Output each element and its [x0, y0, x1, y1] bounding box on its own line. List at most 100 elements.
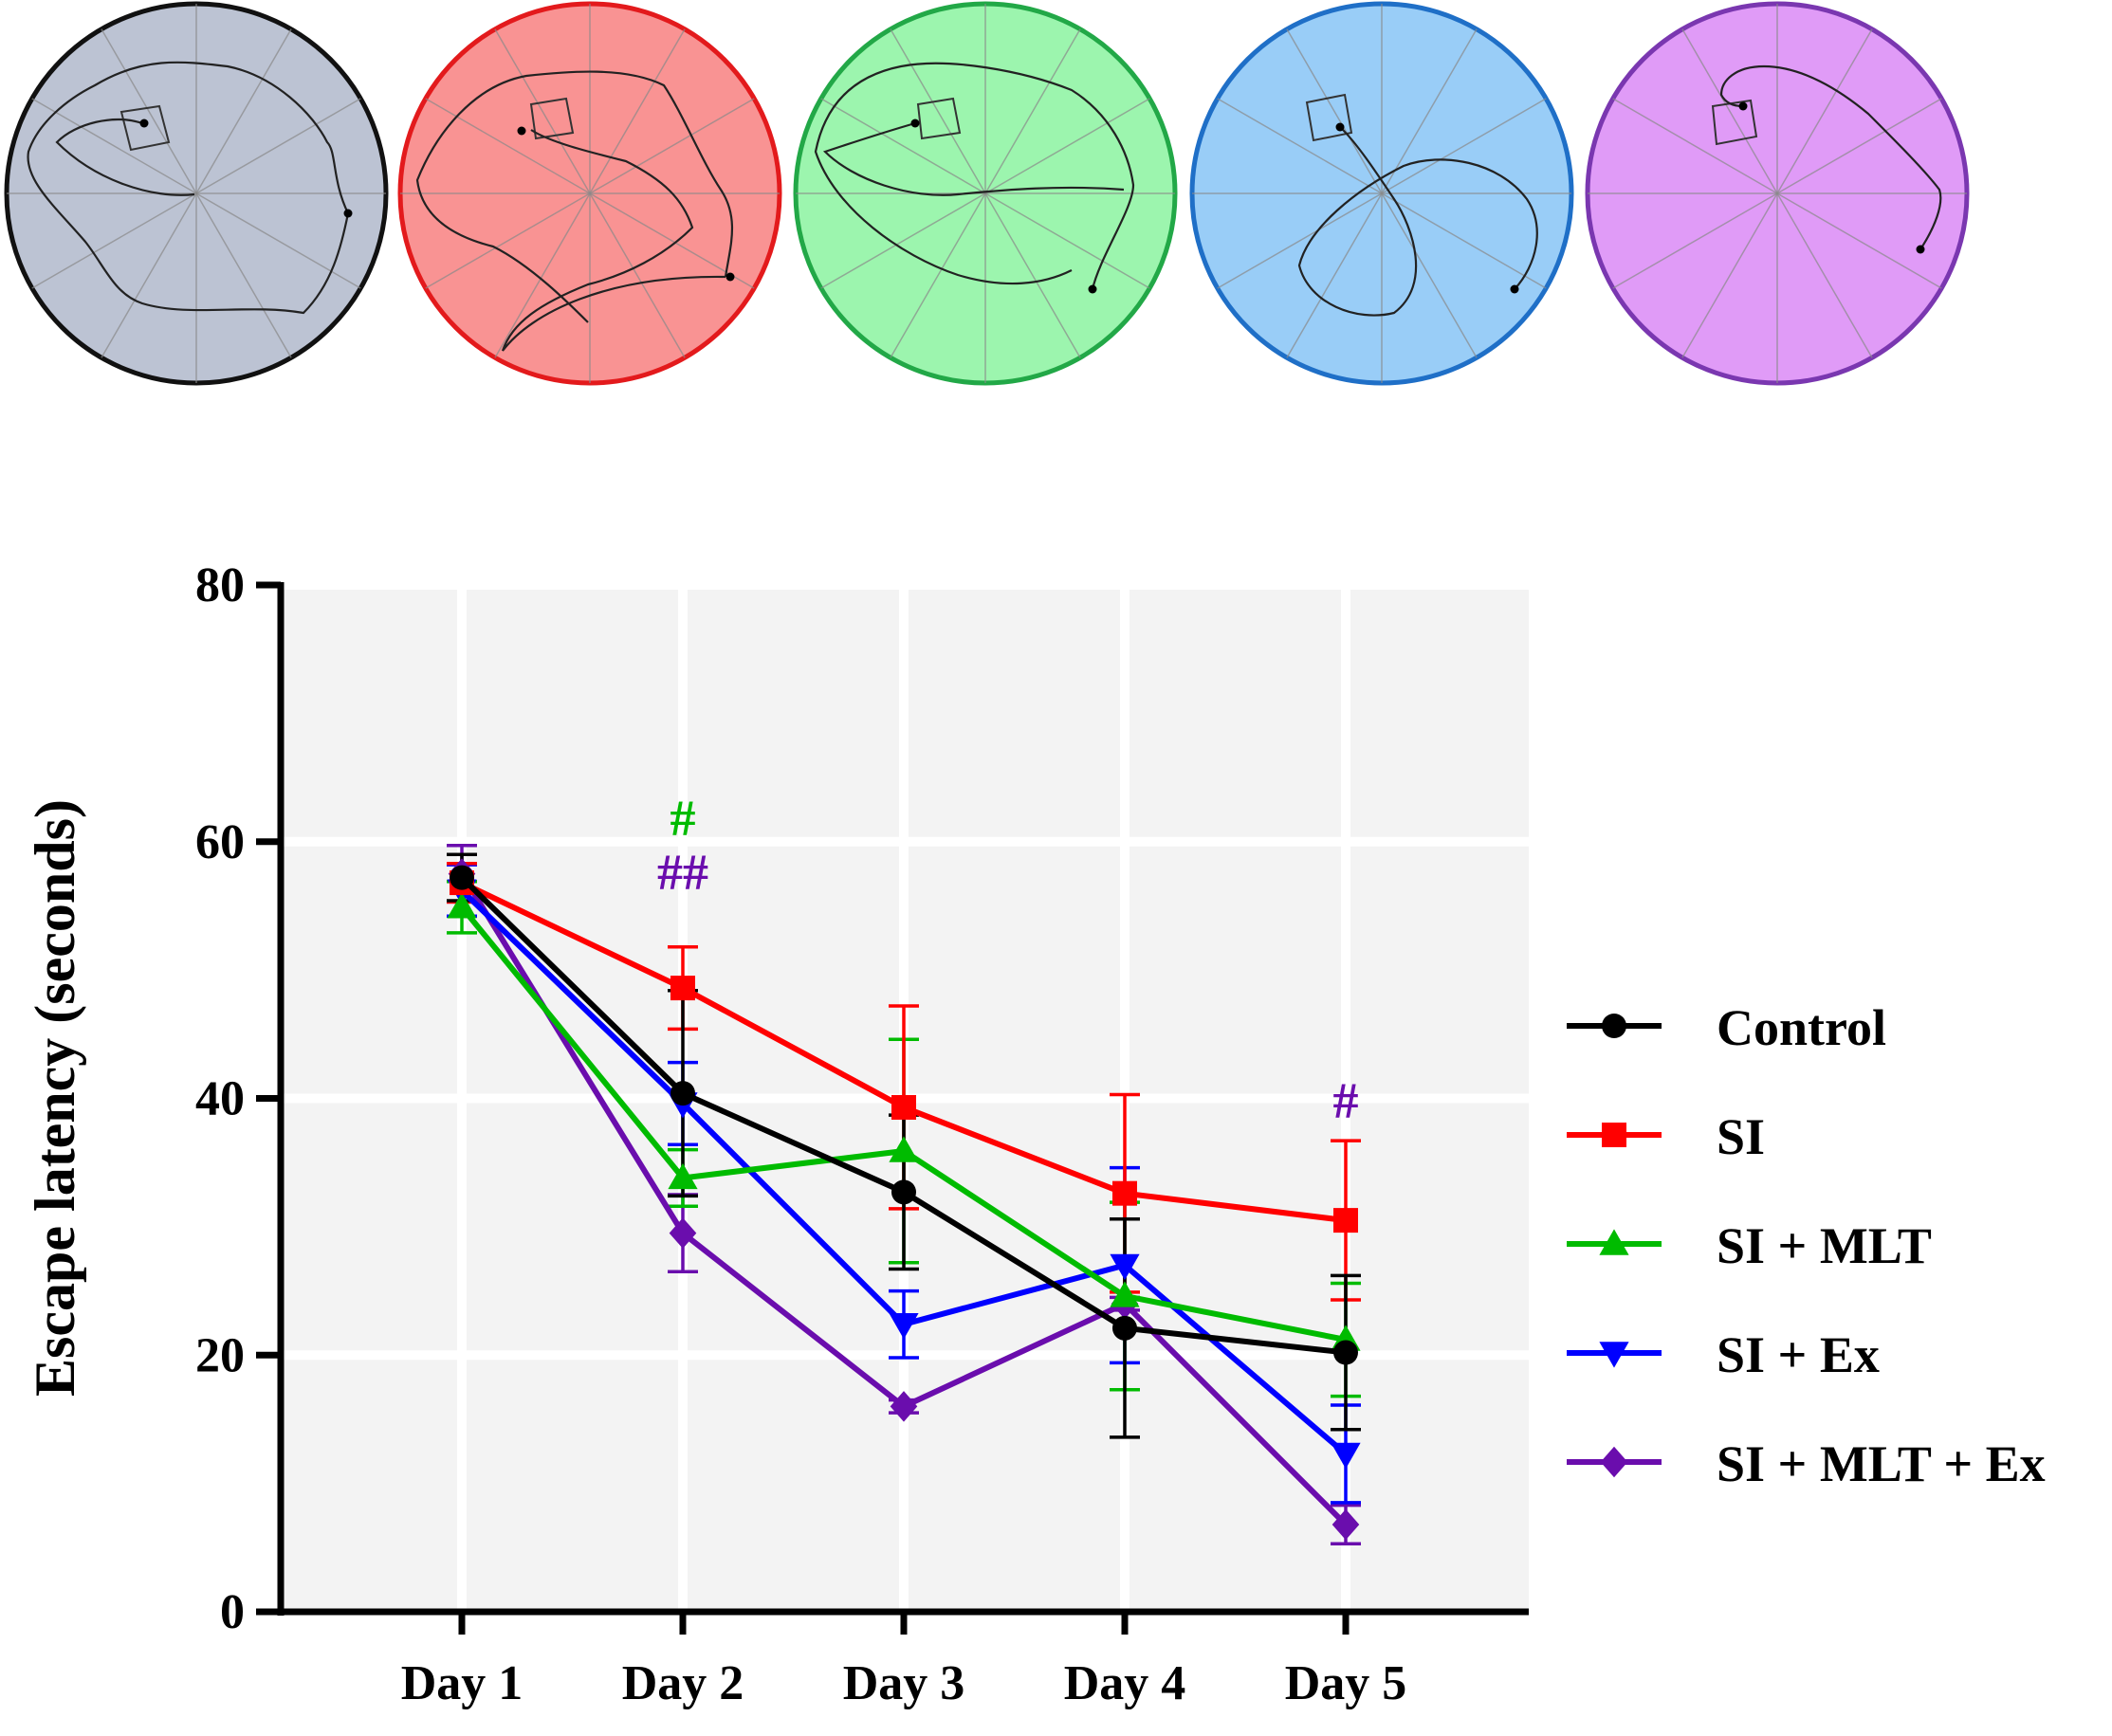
arena-quadrant-line	[1776, 192, 1942, 289]
legend-label: SI + MLT	[1717, 1217, 1932, 1274]
arena-quadrant-line	[494, 28, 591, 194]
path-endpoint-dot	[910, 119, 920, 128]
arena-quadrant-line	[1681, 28, 1778, 194]
data-point	[891, 1094, 916, 1120]
swim-path	[415, 70, 734, 352]
x-tick-label: Day 3	[843, 1656, 965, 1710]
data-point	[670, 1081, 695, 1106]
data-point	[668, 1162, 698, 1190]
data-point	[1333, 1208, 1358, 1233]
data-point	[1110, 1253, 1140, 1281]
arena-quadrant-line	[1381, 98, 1547, 194]
path-endpoint-dot	[517, 126, 526, 136]
legend-marker	[1599, 1342, 1629, 1368]
data-point	[1110, 1281, 1140, 1307]
series-group	[447, 844, 1361, 1546]
arena-quadrant-line	[195, 28, 292, 194]
arena-quadrant-line	[494, 192, 591, 358]
arena-quadrant-line	[425, 98, 591, 194]
significance-annotations: ####	[657, 790, 1359, 1129]
y-axis-label: Escape latency (seconds)	[24, 799, 86, 1397]
platform-square	[119, 104, 171, 152]
arena-quadrant-line	[1381, 28, 1478, 194]
swim-path	[1719, 64, 1942, 250]
x-tick-label: Day 5	[1285, 1656, 1407, 1710]
arena-quadrant-line	[984, 28, 1081, 194]
platform-square	[916, 97, 962, 140]
arena-quadrant-line	[1286, 28, 1383, 194]
x-axis-ticks: Day 1 Day 2 Day 3 Day 4 Day 5	[401, 1612, 1407, 1710]
legend-label: Control	[1717, 999, 1886, 1056]
arena-quadrant-line	[589, 192, 686, 358]
data-point	[447, 892, 477, 919]
arena-quadrant-line	[195, 192, 361, 289]
arena-quadrant-line	[195, 98, 361, 194]
arena-control	[4, 1, 389, 386]
arena-quadrant-line	[101, 192, 197, 358]
swim-path	[27, 61, 350, 315]
legend-item-si-mlt: SI + MLT	[1567, 1217, 1932, 1274]
arena-si-mlt	[793, 1, 1178, 386]
legend-item-si: SI	[1567, 1108, 1765, 1165]
data-point	[1112, 1180, 1137, 1206]
x-tick-label: Day 2	[622, 1656, 744, 1710]
arena-quadrant-line	[890, 28, 986, 194]
arena-quadrant-line	[890, 192, 986, 358]
series-control	[450, 865, 1358, 1365]
arena-quadrant-line	[984, 192, 1081, 358]
data-point	[891, 1179, 916, 1205]
data-point	[889, 1136, 919, 1162]
swim-path	[1297, 126, 1538, 317]
arena-quadrant-line	[589, 98, 755, 194]
arena-quadrant-line	[820, 192, 986, 289]
platform-square	[1305, 93, 1353, 142]
arena-quadrant-line	[1776, 98, 1942, 194]
path-endpoint-dot	[1510, 284, 1519, 294]
path-endpoint-dot	[1916, 245, 1925, 254]
data-point	[450, 865, 474, 890]
legend-label: SI	[1717, 1108, 1765, 1165]
arena-quadrant-line	[1381, 192, 1478, 358]
escape-latency-chart: 0 20 40 60 80 Day 1 Day 2 Day 3 Day 4 Day 5 Esca…	[24, 558, 2046, 1710]
arena-quadrant-line	[820, 98, 986, 194]
path-endpoint-dot	[1738, 101, 1748, 111]
arena-quadrant-line	[31, 192, 197, 289]
legend-marker	[1602, 1123, 1626, 1147]
y-tick-label: 80	[195, 558, 245, 612]
legend-marker	[1599, 1229, 1629, 1255]
arena-si-mlt-ex	[1585, 1, 1970, 386]
arena-quadrant-line	[1286, 192, 1383, 358]
arena-quadrant-line	[1217, 192, 1383, 289]
arena-quadrant-line	[1776, 28, 1873, 194]
swim-path	[814, 62, 1135, 290]
x-tick-label: Day 1	[401, 1656, 523, 1710]
arena-quadrant-line	[589, 28, 686, 194]
path-endpoint-dot	[139, 119, 149, 128]
series-si	[450, 870, 1358, 1233]
data-point	[1112, 1315, 1137, 1341]
legend: Control SI SI + MLT SI + Ex SI + MLT + Ex	[1567, 999, 2046, 1492]
data-point	[1331, 1442, 1361, 1470]
significance-mark: ##	[657, 844, 708, 901]
legend-item-control: Control	[1567, 999, 1886, 1056]
arena-si	[397, 1, 782, 386]
data-point	[889, 1313, 919, 1340]
arena-quadrant-line	[195, 192, 292, 358]
data-point	[1333, 1340, 1358, 1365]
arena-quadrant-line	[1217, 98, 1383, 194]
data-point	[669, 1217, 697, 1249]
y-tick-label: 40	[195, 1072, 245, 1126]
y-axis-ticks: 0 20 40 60 80	[195, 558, 281, 1639]
path-endpoint-dot	[1088, 284, 1097, 294]
y-tick-label: 60	[195, 815, 245, 869]
legend-marker	[1602, 1014, 1626, 1038]
path-endpoint-dot	[725, 272, 735, 282]
arena-si-ex	[1189, 1, 1574, 386]
arena-quadrant-line	[984, 98, 1150, 194]
arena-quadrant-line	[984, 192, 1150, 289]
water-maze-arenas	[4, 1, 1970, 386]
path-endpoint-dot	[343, 209, 353, 218]
arena-quadrant-line	[1612, 192, 1778, 289]
legend-label: SI + MLT + Ex	[1717, 1435, 2046, 1492]
